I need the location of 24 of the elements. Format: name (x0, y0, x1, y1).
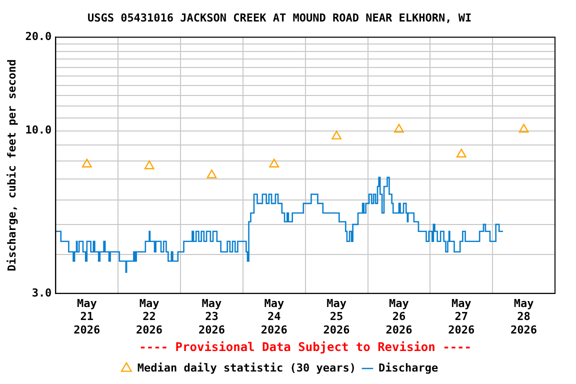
point (269, 158, 280, 168)
point (456, 148, 466, 158)
legend-label: Discharge (378, 361, 438, 374)
x-tick-label: May 28 2026 (510, 296, 538, 336)
chart-title: USGS 05431016 JACKSON CREEK AT MOUND ROAD NEAR ELKHORN, WI (87, 11, 472, 24)
point (144, 160, 154, 170)
point (332, 130, 342, 140)
point (518, 124, 529, 133)
x-tick-label: May 26 2026 (386, 296, 413, 336)
y-axis-title: Discharge, cubic feet per second (5, 59, 18, 272)
point (82, 158, 92, 168)
x-tick-label: May 24 2026 (260, 296, 288, 336)
point (206, 170, 217, 178)
x-tick-label: May 25 2026 (323, 296, 350, 336)
x-tick-label: May 21 2026 (74, 296, 101, 336)
y-tick-label: 3.0 (32, 286, 52, 300)
y-tick-label: 20.0 (25, 30, 52, 44)
x-tick-label: May 22 2026 (136, 296, 163, 336)
x-tick-label: May 23 2026 (198, 296, 226, 336)
text: ---- Provisional Data Subject to Revision ---- (139, 340, 472, 354)
point (394, 124, 404, 133)
x-tick-label: May 27 2026 (448, 296, 475, 336)
y-tick-label: 10.0 (25, 124, 52, 137)
legend-label: Median daily statistic (30 years) (137, 361, 356, 374)
